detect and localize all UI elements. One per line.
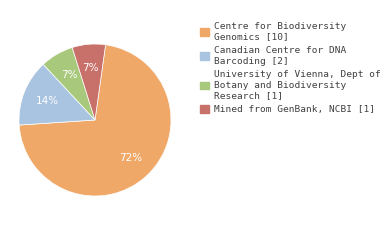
Text: 7%: 7% [61, 70, 77, 80]
Text: 72%: 72% [119, 153, 142, 163]
Wedge shape [19, 64, 95, 125]
Text: 7%: 7% [82, 64, 99, 73]
Wedge shape [43, 48, 95, 120]
Wedge shape [72, 44, 106, 120]
Text: 14%: 14% [35, 96, 59, 106]
Legend: Centre for Biodiversity
Genomics [10], Canadian Centre for DNA
Barcoding [2], Un: Centre for Biodiversity Genomics [10], C… [198, 20, 380, 116]
Wedge shape [19, 45, 171, 196]
